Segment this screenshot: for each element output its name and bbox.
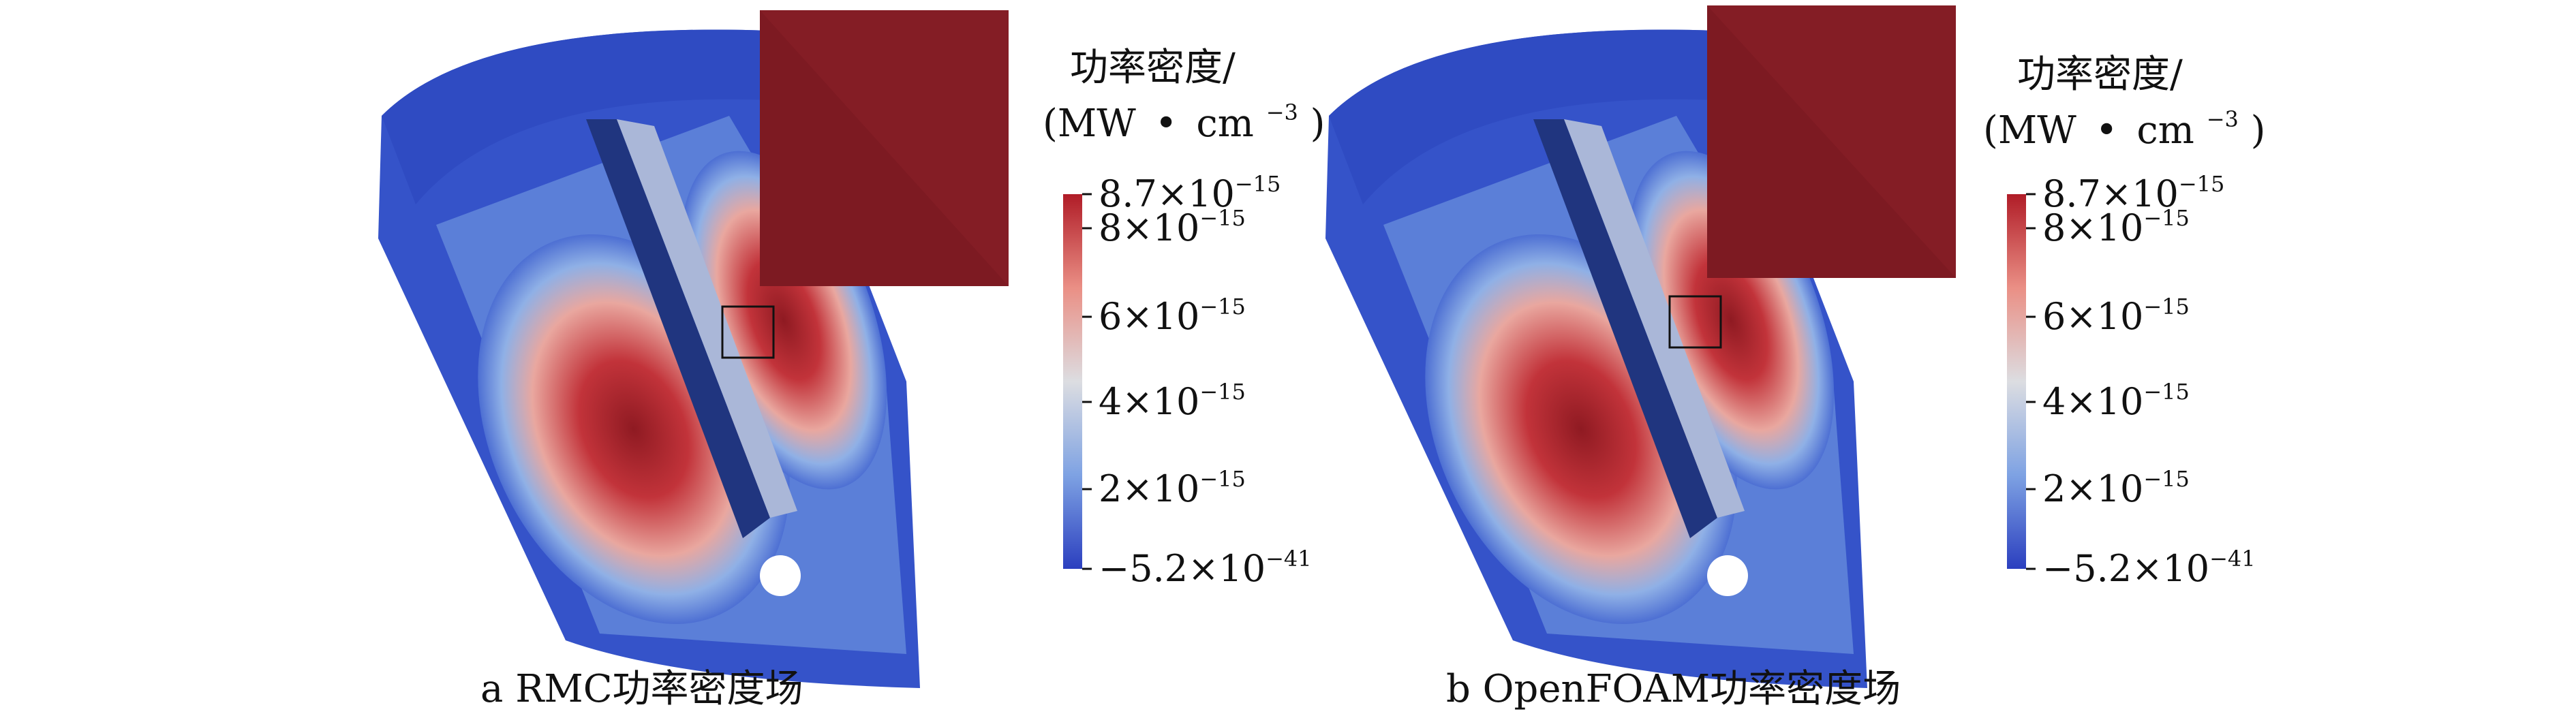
colorbar-title-line2: (MW • cm −3 ) bbox=[1983, 92, 2266, 153]
colorbar-gradient bbox=[1063, 194, 1082, 569]
colorbar-ticks: 8.7×10−158×10−15 6×10−15 4×10−15 2×10−15 −5.… bbox=[2026, 171, 2256, 590]
colorbar-tick-label: 2×10−15 bbox=[2042, 466, 2190, 510]
colorbar-tick-label: 2×10−15 bbox=[1099, 466, 1246, 510]
zoom-marker bbox=[721, 305, 775, 359]
colorbar-tick-label: 8.7×10−15 bbox=[1099, 171, 1281, 215]
colorbar-tick-label: 8×10−15 bbox=[1099, 205, 1246, 249]
colorbar-tick-label: 6×10−15 bbox=[2042, 294, 2190, 338]
colorbar-ticks: 8.7×10−158×10−15 6×10−15 4×10−15 2×10−15 −5.… bbox=[1082, 171, 1312, 590]
colorbar-tick-label: 4×10−15 bbox=[2042, 379, 2190, 423]
colorbar-tick-label: −5.2×10−41 bbox=[1099, 546, 1312, 590]
panel-openfoam: 功率密度/ (MW • cm −3 ) 8.7×10−15 8×10−15 6×10… bbox=[947, 0, 2266, 716]
panel-rmc: 功率密度/ (MW • cm −3 ) 8.7×10−15 8×10−15 6×10… bbox=[378, 10, 1325, 711]
colorbar: 功率密度/ (MW • cm −3 ) 8.7×10−158×10−15 6×10… bbox=[1043, 46, 1325, 590]
colorbar-tick-label: 8×10−15 bbox=[2042, 205, 2190, 249]
colorbar-title-line1: 功率密度/ bbox=[1070, 46, 1236, 90]
rmc-figure: 功率密度/ (MW • cm −3 ) 8.7×10−158×10−15 6×10… bbox=[378, 10, 1325, 711]
colorbar-tick-label: 6×10−15 bbox=[1099, 294, 1246, 338]
openfoam-figure: 功率密度/ (MW • cm −3 ) 8.7×10−158×10−15 6×10… bbox=[1325, 5, 2266, 711]
zoom-marker bbox=[1668, 295, 1722, 349]
panel-caption: b OpenFOAM功率密度场 bbox=[1446, 667, 1901, 711]
colorbar-tick-label: 8.7×10−15 bbox=[2042, 171, 2224, 215]
colorbar-title-line2: (MW • cm −3 ) bbox=[1043, 85, 1325, 146]
colorbar-title-line1: 功率密度/ bbox=[2017, 52, 2183, 97]
colorbar-tick-label: −5.2×10−41 bbox=[2042, 546, 2256, 590]
colorbar-gradient bbox=[2007, 194, 2026, 569]
colorbar-tick-label: 4×10−15 bbox=[1099, 379, 1246, 423]
colorbar: 功率密度/ (MW • cm −3 ) 8.7×10−158×10−15 6×10… bbox=[1983, 52, 2266, 590]
panel-caption: a RMC功率密度场 bbox=[480, 667, 803, 711]
